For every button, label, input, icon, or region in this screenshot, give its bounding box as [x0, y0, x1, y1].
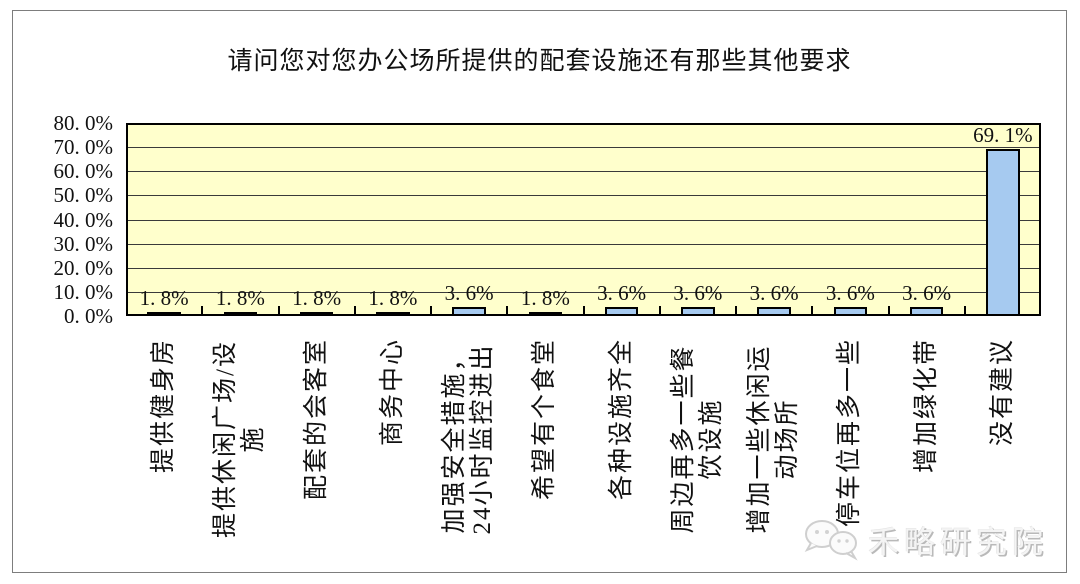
y-axis-tick-label: 10. 0% — [53, 279, 114, 304]
category-label: 增加绿化带 — [912, 338, 940, 474]
bar-value-label: 3. 6% — [597, 281, 647, 306]
x-axis-tick — [811, 306, 814, 314]
bar-value-label: 3. 6% — [673, 281, 723, 306]
bar-value-label: 3. 6% — [749, 281, 799, 306]
category-label-cell: 没有建议 — [965, 328, 1041, 550]
y-axis-tick-label: 20. 0% — [53, 255, 114, 280]
bar-value-label: 69. 1% — [973, 123, 1033, 148]
category-label-cell: 希望有个食堂 — [507, 328, 583, 550]
category-label-cell: 增加一些休闲运 动场所 — [736, 328, 812, 550]
x-axis-tick — [963, 306, 966, 314]
x-axis-tick — [582, 306, 585, 314]
bar — [757, 307, 791, 316]
bar — [223, 311, 258, 316]
bar-value-label: 1. 8% — [292, 285, 342, 310]
y-axis-tick-label: 0. 0% — [64, 304, 113, 328]
gridline — [128, 171, 1039, 173]
gridline — [128, 195, 1039, 197]
gridline — [128, 291, 1039, 293]
category-label: 没有建议 — [988, 338, 1016, 447]
chart-title: 请问您对您办公场所提供的配套设施还有那些其他要求 — [227, 48, 852, 75]
category-label-cell: 提供休闲广场/设 施 — [202, 328, 278, 550]
bar — [147, 311, 181, 316]
category-label-cell: 配套的会客室 — [279, 328, 355, 550]
category-label-cell: 商务中心 — [355, 328, 431, 550]
y-axis-tick-label: 30. 0% — [53, 231, 114, 256]
category-label: 停车位再多一些 — [836, 338, 864, 528]
category-label: 商务中心 — [378, 338, 406, 447]
y-axis-tick-label: 50. 0% — [53, 183, 114, 208]
gridline — [128, 243, 1039, 245]
chart-frame: 请问您对您办公场所提供的配套设施还有那些其他要求 禾略研究院 80. 0% 70.… — [12, 10, 1067, 573]
x-axis-tick — [658, 306, 661, 314]
gridline — [128, 147, 1039, 149]
bar — [833, 307, 868, 316]
watermark: 禾略研究院 — [802, 516, 1048, 562]
category-label-cell: 停车位再多一些 — [812, 328, 888, 550]
category-label: 周边再多一些餐 饮设施 — [669, 344, 725, 534]
category-label: 加强安全措施， 24小时监控进出 — [441, 343, 497, 535]
category-label-cell: 各种设施齐全 — [584, 328, 660, 550]
y-axis-tick-label: 60. 0% — [53, 159, 114, 184]
bar-value-label: 3. 6% — [902, 281, 952, 306]
bar-value-label: 1. 8% — [139, 285, 189, 310]
watermark-brand-text: 禾略研究院 — [868, 524, 1048, 560]
bar-value-label: 1. 8% — [368, 285, 418, 310]
x-axis-tick — [887, 306, 890, 314]
x-axis-tick — [353, 306, 356, 314]
wechat-icon — [804, 520, 858, 561]
bar — [452, 307, 486, 316]
category-label: 提供休闲广场/设 施 — [212, 340, 268, 538]
x-axis-tick — [277, 306, 280, 314]
y-axis-tick-label: 70. 0% — [53, 135, 114, 160]
y-axis-tick-label: 40. 0% — [53, 207, 114, 232]
bar — [909, 307, 944, 316]
category-label: 增加一些休闲运 动场所 — [746, 344, 802, 534]
bar — [986, 149, 1020, 316]
bar — [528, 311, 563, 316]
bar-value-label: 3. 6% — [444, 281, 494, 306]
category-label-cell: 提供健身房 — [126, 328, 202, 550]
bar — [604, 307, 639, 316]
bar — [681, 307, 715, 316]
bar — [299, 311, 334, 316]
gridline — [128, 267, 1039, 269]
x-axis-tick — [735, 306, 737, 314]
category-label-cell: 增加绿化带 — [889, 328, 965, 550]
bar-value-label: 1. 8% — [215, 285, 265, 310]
x-axis-tick — [430, 306, 432, 314]
category-label: 提供健身房 — [150, 338, 178, 474]
x-axis-tick — [201, 306, 204, 314]
category-label-cell: 周边再多一些餐 饮设施 — [660, 328, 736, 550]
bar — [376, 311, 410, 316]
bar-value-label: 3. 6% — [825, 281, 875, 306]
category-label-cell: 加强安全措施， 24小时监控进出 — [431, 328, 507, 550]
category-label: 希望有个食堂 — [531, 338, 559, 501]
category-label: 配套的会客室 — [302, 338, 330, 501]
category-label: 各种设施齐全 — [607, 338, 635, 501]
x-axis-tick — [506, 306, 509, 314]
y-axis-tick-label: 80. 0% — [53, 111, 114, 135]
bar-value-label: 1. 8% — [520, 285, 570, 310]
gridline — [128, 219, 1039, 221]
